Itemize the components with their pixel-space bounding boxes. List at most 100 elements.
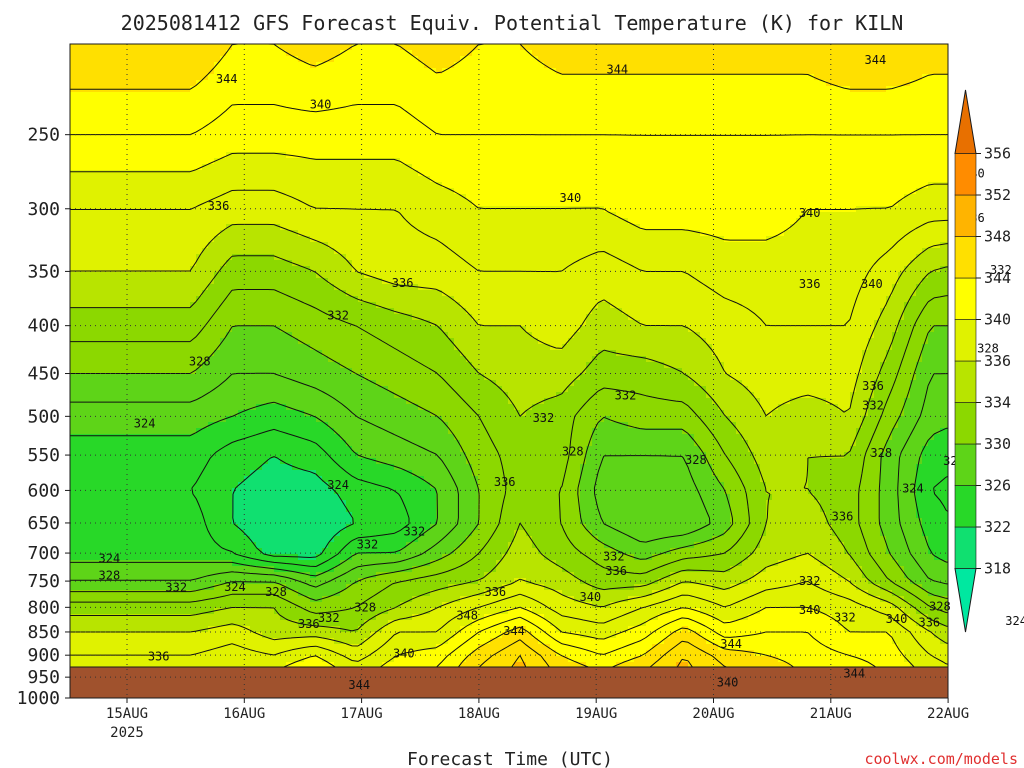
field-cell: [280, 68, 287, 75]
field-cell: [718, 170, 725, 177]
field-cell: [100, 164, 107, 171]
field-cell: [898, 128, 905, 135]
field-cell: [406, 134, 413, 141]
field-cell: [568, 212, 575, 219]
field-cell: [142, 98, 149, 105]
field-cell: [784, 56, 791, 63]
field-cell: [568, 200, 575, 207]
field-cell: [220, 62, 227, 69]
field-cell: [640, 212, 647, 219]
field-cell: [934, 182, 941, 189]
field-cell: [430, 134, 437, 141]
field-cell: [700, 236, 707, 243]
field-cell: [580, 80, 587, 87]
field-cell: [70, 140, 77, 147]
field-cell: [784, 212, 791, 219]
field-cell: [412, 86, 419, 93]
field-cell: [94, 188, 101, 195]
field-cell: [730, 206, 737, 213]
field-cell: [562, 110, 569, 117]
field-cell: [712, 44, 719, 51]
field-cell: [604, 218, 611, 225]
field-cell: [130, 164, 137, 171]
field-cell: [730, 236, 737, 243]
field-cell: [100, 116, 107, 123]
field-cell: [256, 230, 263, 237]
field-cell: [922, 56, 929, 63]
field-cell: [406, 230, 413, 237]
field-cell: [196, 86, 203, 93]
field-cell: [814, 242, 821, 249]
field-cell: [538, 92, 545, 99]
field-cell: [490, 134, 497, 141]
field-cell: [88, 128, 95, 135]
field-cell: [346, 188, 353, 195]
field-cell: [532, 110, 539, 117]
field-cell: [838, 134, 845, 141]
field-cell: [754, 92, 761, 99]
field-cell: [706, 176, 713, 183]
field-cell: [754, 56, 761, 63]
field-cell: [832, 80, 839, 87]
field-cell: [580, 242, 587, 249]
field-cell: [154, 110, 161, 117]
field-cell: [910, 176, 917, 183]
field-cell: [364, 236, 371, 243]
field-cell: [748, 158, 755, 165]
field-cell: [286, 206, 293, 213]
field-cell: [412, 68, 419, 75]
field-cell: [664, 116, 671, 123]
field-cell: [670, 224, 677, 231]
field-cell: [316, 206, 323, 213]
field-cell: [718, 188, 725, 195]
field-cell: [532, 92, 539, 99]
field-cell: [118, 164, 125, 171]
field-cell: [244, 50, 251, 57]
field-cell: [190, 194, 197, 201]
field-cell: [460, 176, 467, 183]
field-cell: [364, 152, 371, 159]
field-cell: [682, 230, 689, 237]
field-cell: [430, 140, 437, 147]
field-cell: [232, 158, 239, 165]
field-cell: [772, 188, 779, 195]
field-cell: [364, 176, 371, 183]
field-cell: [844, 92, 851, 99]
field-cell: [250, 74, 257, 81]
field-cell: [526, 140, 533, 147]
field-cell: [790, 122, 797, 129]
field-cell: [550, 74, 557, 81]
field-cell: [622, 44, 629, 51]
field-cell: [160, 152, 167, 159]
field-cell: [724, 230, 731, 237]
field-cell: [850, 194, 857, 201]
field-cell: [652, 200, 659, 207]
field-cell: [400, 140, 407, 147]
field-cell: [118, 218, 125, 225]
field-cell: [778, 182, 785, 189]
field-cell: [562, 152, 569, 159]
field-cell: [286, 86, 293, 93]
field-cell: [658, 128, 665, 135]
field-cell: [400, 218, 407, 225]
field-cell: [652, 194, 659, 201]
field-cell: [544, 110, 551, 117]
field-cell: [772, 44, 779, 51]
field-cell: [190, 122, 197, 129]
field-cell: [874, 128, 881, 135]
field-cell: [274, 116, 281, 123]
field-cell: [802, 92, 809, 99]
field-cell: [124, 62, 131, 69]
field-cell: [328, 68, 335, 75]
field-cell: [664, 224, 671, 231]
field-cell: [340, 110, 347, 117]
field-cell: [508, 218, 515, 225]
field-cell: [784, 218, 791, 225]
field-cell: [886, 218, 893, 225]
field-cell: [946, 116, 948, 123]
field-cell: [592, 128, 599, 135]
field-cell: [382, 170, 389, 177]
field-cell: [310, 74, 317, 81]
field-cell: [874, 44, 881, 51]
field-cell: [664, 92, 671, 99]
